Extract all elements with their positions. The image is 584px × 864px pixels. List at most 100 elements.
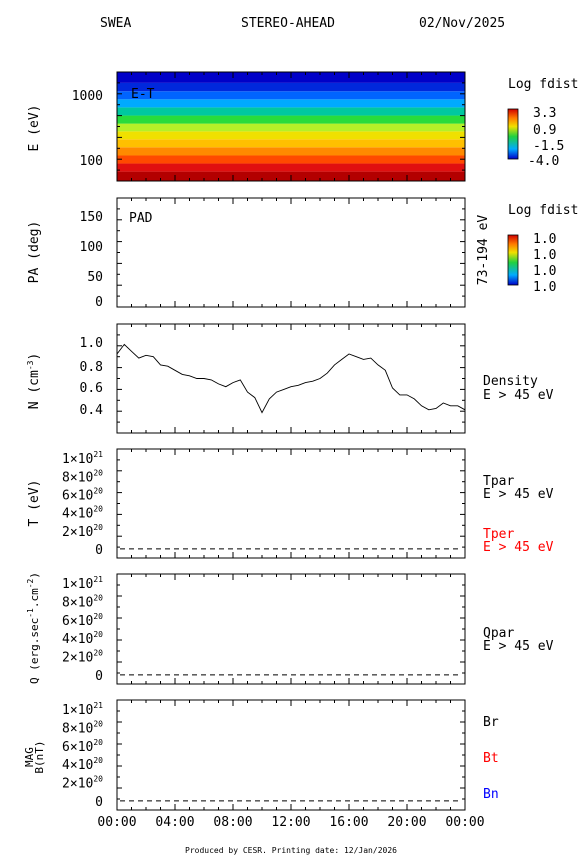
footer-credit: Produced by CESR. Printing date: 12/Jan/…: [185, 846, 397, 855]
pad-frame: [116, 197, 466, 308]
br-legend: Br: [483, 715, 499, 730]
temperature-frame: [116, 448, 466, 559]
energy-band-420ev: [117, 115, 465, 124]
energy-band-105ev: [117, 155, 465, 164]
tper-legend-sub: E > 45 eV: [483, 540, 554, 555]
pad-cbar-label-1: 1.0: [533, 232, 556, 247]
mag-ytick-1: 8×1020: [62, 720, 103, 737]
temperature-ytick-2: 6×1020: [62, 486, 103, 503]
energy-colorbar: [507, 108, 519, 160]
mag-ytick-5: 0: [95, 795, 103, 810]
pad-cbar-label-4: 1.0: [533, 280, 556, 295]
energy-ylabel: E (eV): [27, 105, 42, 152]
tpar-legend-sub: E > 45 eV: [483, 487, 554, 502]
bn-legend: Bn: [483, 787, 499, 802]
spacecraft-title: STEREO-AHEAD: [241, 16, 335, 31]
time-tick-6: 00:00: [445, 815, 484, 830]
heat-flux-ytick-3: 4×1020: [62, 630, 103, 647]
time-tick-4: 16:00: [329, 815, 368, 830]
mag-ytick-3: 4×1020: [62, 756, 103, 773]
frame-tick-marks: [116, 71, 466, 811]
energy-ytick-100: 100: [80, 154, 103, 169]
mag-ylabel: B(nT): [33, 740, 46, 773]
energy-cbar-label-2: 0.9: [533, 123, 556, 138]
energy-band-980ev: [117, 91, 465, 100]
temperature-ytick-1: 8×1020: [62, 468, 103, 485]
svg-text:N (cm-3): N (cm-3): [26, 353, 42, 410]
density-ylabel-sup: -3: [26, 360, 35, 370]
density-ylabel-close: ): [27, 353, 42, 361]
density-frame: [116, 323, 466, 434]
energy-cbar-label-3: -1.5: [533, 139, 564, 154]
energy-band-740ev: [117, 99, 465, 108]
instrument-title: SWEA: [100, 16, 131, 31]
qpar-legend-sub: E > 45 eV: [483, 639, 554, 654]
density-series-line: [116, 343, 466, 414]
time-axis: 00:00 04:00 08:00 12:00 16:00 20:00 00:0…: [97, 815, 484, 830]
time-tick-0: 00:00: [97, 815, 136, 830]
pad-colorbar: [507, 234, 519, 286]
svg-text:Q (erg.sec-1.cm-2): Q (erg.sec-1.cm-2): [26, 572, 41, 684]
time-tick-2: 08:00: [213, 815, 252, 830]
mag-ytick-0: 1×1021: [62, 701, 103, 718]
mag-ytick-4: 2×1020: [62, 775, 103, 792]
energy-band-80ev: [117, 163, 465, 172]
bt-legend: Bt: [483, 751, 499, 766]
heat-flux-ytick-0: 1×1021: [62, 575, 103, 592]
pad-energy-range: 73-194 eV: [476, 215, 491, 286]
energy-band-245ev: [117, 131, 465, 140]
density-ylabel: N (cm: [27, 370, 42, 409]
tpar-legend: Tpar: [483, 474, 514, 489]
energy-colorbar-title: Log fdist: [508, 77, 578, 92]
tper-legend: Tper: [483, 527, 514, 542]
energy-band-560ev: [117, 107, 465, 116]
heat-flux-ytick-5: 0: [95, 669, 103, 684]
pad-ytick-0: 0: [95, 295, 103, 310]
mag-frame: [116, 699, 466, 811]
density-ytick-0.4: 0.4: [80, 403, 104, 418]
temperature-ytick-4: 2×1020: [62, 523, 103, 540]
energy-band-185ev: [117, 139, 465, 148]
time-tick-1: 04:00: [155, 815, 194, 830]
energy-band-1300ev: [117, 82, 465, 92]
energy-band-140ev: [117, 147, 465, 156]
heat-flux-ytick-4: 2×1020: [62, 649, 103, 666]
pad-ytick-150: 150: [80, 210, 103, 225]
time-tick-5: 20:00: [387, 815, 426, 830]
heat-flux-frame: [116, 573, 466, 685]
temperature-ylabel: T (eV): [27, 480, 42, 527]
pad-cbar-label-3: 1.0: [533, 264, 556, 279]
energy-cbar-label-1: 3.3: [533, 106, 556, 121]
heat-flux-ytick-2: 6×1020: [62, 612, 103, 629]
density-ytick-1.0: 1.0: [80, 336, 103, 351]
time-tick-3: 12:00: [271, 815, 310, 830]
pad-ytick-50: 50: [87, 270, 103, 285]
heat-flux-ytick-1: 8×1020: [62, 594, 103, 611]
density-legend-name: Density: [483, 374, 538, 389]
mag-ylabel-top: MAG: [23, 747, 36, 767]
pad-ylabel: PA (deg): [27, 221, 42, 284]
pad-colorbar-title: Log fdist: [508, 203, 578, 218]
energy-time-spectrogram: [117, 72, 465, 181]
density-panel: 1.0 0.8 0.6 0.4 N (cm-3) Density E > 45 …: [26, 323, 554, 434]
density-ytick-0.6: 0.6: [80, 381, 103, 396]
date-title: 02/Nov/2025: [419, 16, 505, 31]
energy-time-panel: E-T 1000 100 E (eV) Log fdist 3.3 0.9 -1…: [27, 71, 578, 182]
heat-flux-ylabel: Q (erg.sec: [28, 618, 41, 684]
density-legend-sub: E > 45 eV: [483, 388, 554, 403]
qpar-legend: Qpar: [483, 626, 514, 641]
energy-ytick-1000: 1000: [72, 89, 103, 104]
pitch-angle-panel: PAD 150 100 50 0 PA (deg) 73-194 eV Log …: [27, 197, 578, 310]
pad-ytick-100: 100: [80, 240, 103, 255]
energy-time-annotation: E-T: [131, 87, 155, 102]
temperature-ytick-3: 4×1020: [62, 505, 103, 522]
pad-cbar-label-2: 1.0: [533, 248, 556, 263]
density-ytick-0.8: 0.8: [80, 360, 103, 375]
pad-annotation: PAD: [129, 211, 153, 226]
